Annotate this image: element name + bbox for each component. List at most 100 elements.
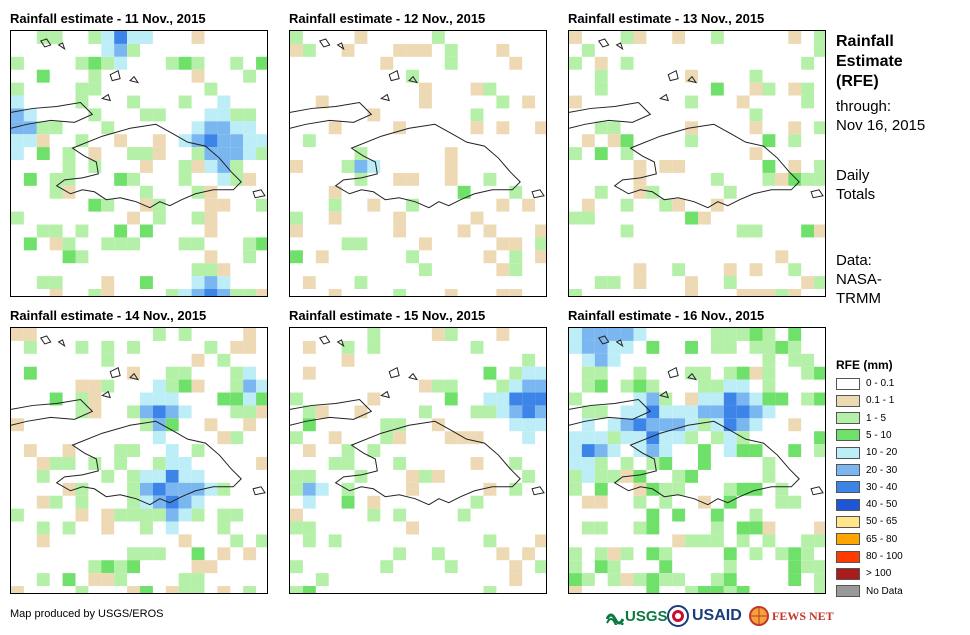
legend-row: 0 - 0.1 <box>836 376 894 391</box>
rainfall-cell <box>620 328 634 341</box>
rainfall-cell <box>11 82 24 96</box>
rainfall-cell <box>127 482 140 496</box>
legend-swatch <box>836 412 860 425</box>
rainfall-cell <box>101 56 115 70</box>
rainfall-cell <box>315 573 329 587</box>
rainfall-cell <box>814 560 825 574</box>
rainfall-cell <box>814 276 825 290</box>
islet-outline <box>39 335 52 345</box>
rainfall-cell <box>594 547 608 561</box>
rainfall-cell <box>736 392 750 406</box>
through-label: through: <box>836 98 892 115</box>
cuba-outline <box>569 101 652 129</box>
rainfall-cell <box>302 276 316 290</box>
rainfall-cell <box>788 121 802 135</box>
rainfall-cell <box>139 224 153 238</box>
rainfall-cell <box>393 457 407 470</box>
rainfall-cell <box>496 392 510 406</box>
islet-outline <box>667 70 679 82</box>
islet-outline <box>57 42 66 51</box>
rainfall-cell <box>341 482 355 496</box>
rainfall-cell <box>749 418 763 432</box>
rainfall-cell <box>801 547 815 561</box>
rainfall-cell <box>302 340 316 354</box>
rainfall-cell <box>736 405 750 419</box>
panel-title-12nov: Rainfall estimate - 12 Nov., 2015 <box>289 11 486 26</box>
islet-outline <box>336 339 345 348</box>
rainfall-cell <box>749 147 763 161</box>
rainfall-cell <box>243 134 257 148</box>
rainfall-cell <box>62 147 76 161</box>
rainfall-cell <box>710 431 724 445</box>
rainfall-cell <box>23 366 37 380</box>
rainfall-cell <box>723 560 737 574</box>
rainfall-cell <box>685 392 698 406</box>
usaid-logo-text: USAID <box>692 607 742 624</box>
islet-outline <box>408 75 419 84</box>
rainfall-cell <box>659 160 673 173</box>
rainfall-cell <box>569 340 582 354</box>
rainfall-cell <box>11 147 24 161</box>
map-panel-16nov <box>568 327 826 594</box>
islet-outline <box>101 390 111 399</box>
rainfall-cell <box>685 534 698 548</box>
rainfall-cell <box>88 108 102 122</box>
rainfall-cell <box>393 121 407 135</box>
rainfall-cell <box>367 160 381 173</box>
rainfall-cell <box>788 328 802 341</box>
rainfall-cell <box>23 108 37 122</box>
rainfall-cell <box>191 31 205 44</box>
islet-outline <box>667 367 679 379</box>
puerto-rico-outline <box>810 486 824 496</box>
rainfall-cell <box>256 198 267 212</box>
legend-row: 0.1 - 1 <box>836 393 894 408</box>
map-panel-14nov <box>10 327 268 594</box>
rainfall-cell <box>646 508 660 522</box>
rainfall-cell <box>36 224 50 238</box>
rainfall-cell <box>418 95 432 109</box>
hispaniola-outline <box>613 123 800 209</box>
rainfall-cell <box>217 198 231 212</box>
rainfall-cell <box>88 160 102 173</box>
rainfall-cell <box>243 69 257 83</box>
rainfall-cell <box>139 185 153 199</box>
rainfall-cell <box>659 547 673 561</box>
rainfall-cell <box>496 121 510 135</box>
rainfall-cell <box>127 560 140 574</box>
rainfall-cell <box>775 482 789 496</box>
hispaniola-outline <box>55 420 242 506</box>
rainfall-cell <box>127 340 140 354</box>
rainfall-cell <box>341 160 355 173</box>
rainfall-cell <box>710 405 724 419</box>
rainfall-cell <box>290 508 303 522</box>
islet-outline <box>318 335 331 345</box>
rainfall-cell <box>315 95 329 109</box>
panel-title-15nov: Rainfall estimate - 15 Nov., 2015 <box>289 308 486 323</box>
legend-label: 0.1 - 1 <box>866 395 895 407</box>
rainfall-cell <box>101 469 115 483</box>
rainfall-cell <box>672 263 686 277</box>
rainfall-cell <box>256 392 267 406</box>
rainfall-cell <box>36 457 50 470</box>
rainfall-cell <box>633 172 647 186</box>
rainfall-cell <box>114 573 128 587</box>
rainfall-cell <box>217 108 231 122</box>
rainfall-cell <box>114 457 128 470</box>
rainfall-cell <box>723 586 737 593</box>
rainfall-grid <box>290 328 546 593</box>
rainfall-cell <box>762 328 776 341</box>
rainfall-cell <box>569 289 582 296</box>
rainfall-cell <box>723 418 737 432</box>
daily-totals-label: Daily Totals <box>836 166 875 204</box>
legend-title: RFE (mm) <box>836 358 893 372</box>
rainfall-cell <box>444 431 458 445</box>
rainfall-cell <box>165 56 179 70</box>
rainfall-cell <box>762 534 776 548</box>
rainfall-cell <box>36 469 50 483</box>
rainfall-cell <box>178 482 192 496</box>
rainfall-cell <box>88 147 102 161</box>
legend-label: 5 - 10 <box>866 429 892 441</box>
rainfall-cell <box>165 405 179 419</box>
rainfall-cell <box>801 366 815 380</box>
rainfall-cell <box>762 405 776 419</box>
